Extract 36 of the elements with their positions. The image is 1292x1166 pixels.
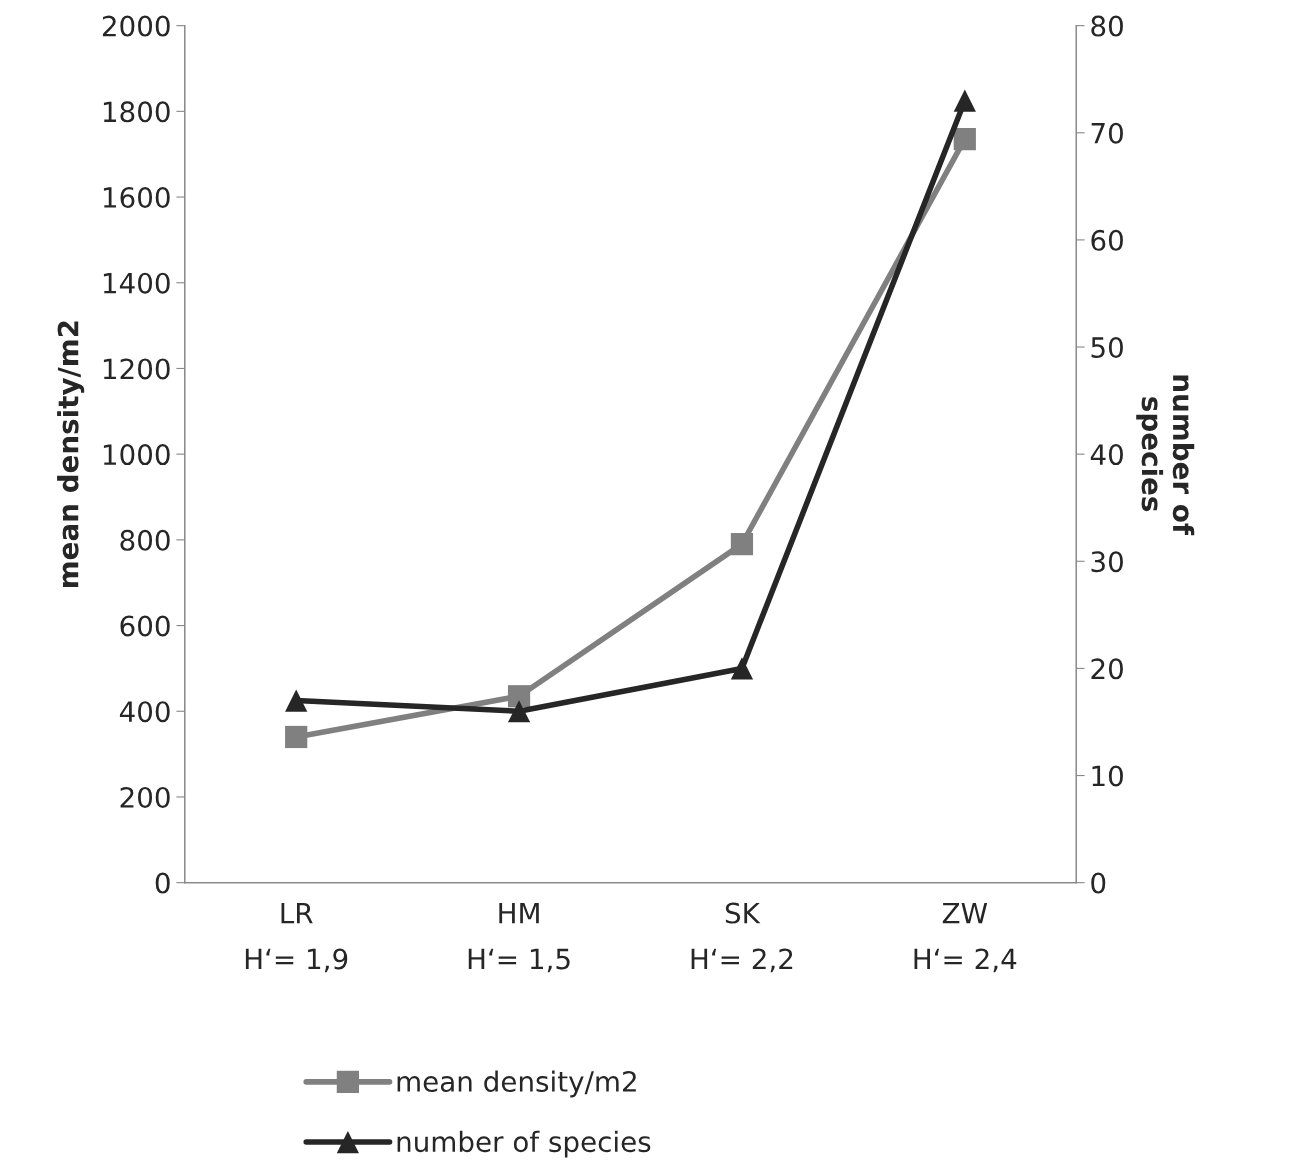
y-tick-label: 1000: [103, 444, 170, 466]
legend-label: mean density/m2: [397, 1070, 636, 1098]
point: [730, 533, 754, 556]
y2-tick-label: 40: [1090, 444, 1123, 466]
x-tick-label: HM H‘= 1,5: [468, 902, 570, 973]
y-tick-label: 2000: [102, 15, 170, 37]
y2-tick-label: 10: [1092, 765, 1123, 787]
y-tick-label: 400: [119, 701, 170, 723]
y2-tick-label: 80: [1091, 15, 1123, 37]
point: [953, 89, 976, 112]
y-tick-label: 1200: [103, 358, 170, 380]
y-tick-label: 800: [120, 529, 170, 551]
y-tick-label: 600: [120, 615, 170, 637]
y2-tick-label: 0: [1091, 872, 1106, 894]
y-tick-label: 1600: [103, 186, 170, 208]
y2-tick-label: 60: [1091, 229, 1123, 251]
y-tick-label: 1400: [103, 272, 170, 294]
x-tick-label: ZW H‘= 2,4: [914, 902, 1017, 973]
y-axis-title: mean density/m2: [57, 321, 85, 588]
x-tick-label: SK H‘= 2,2: [691, 902, 793, 973]
point: [953, 128, 976, 151]
point: [285, 725, 308, 749]
point: [507, 700, 531, 723]
y2-axis-title: number of species: [1136, 375, 1195, 536]
y-tick-label: 1800: [103, 101, 170, 123]
point: [730, 657, 754, 680]
x-tick-label: LR H‘= 1,9: [245, 902, 348, 973]
y-tick-label: 0: [155, 872, 170, 894]
y2-tick-label: 30: [1091, 551, 1123, 573]
legend-label: number of species: [397, 1130, 651, 1158]
y2-tick-label: 50: [1091, 336, 1123, 358]
y2-tick-label: 70: [1091, 122, 1123, 144]
y-tick-label: 200: [120, 786, 170, 808]
point: [285, 689, 308, 712]
y2-tick-label: 20: [1091, 658, 1123, 680]
point: [507, 685, 531, 708]
